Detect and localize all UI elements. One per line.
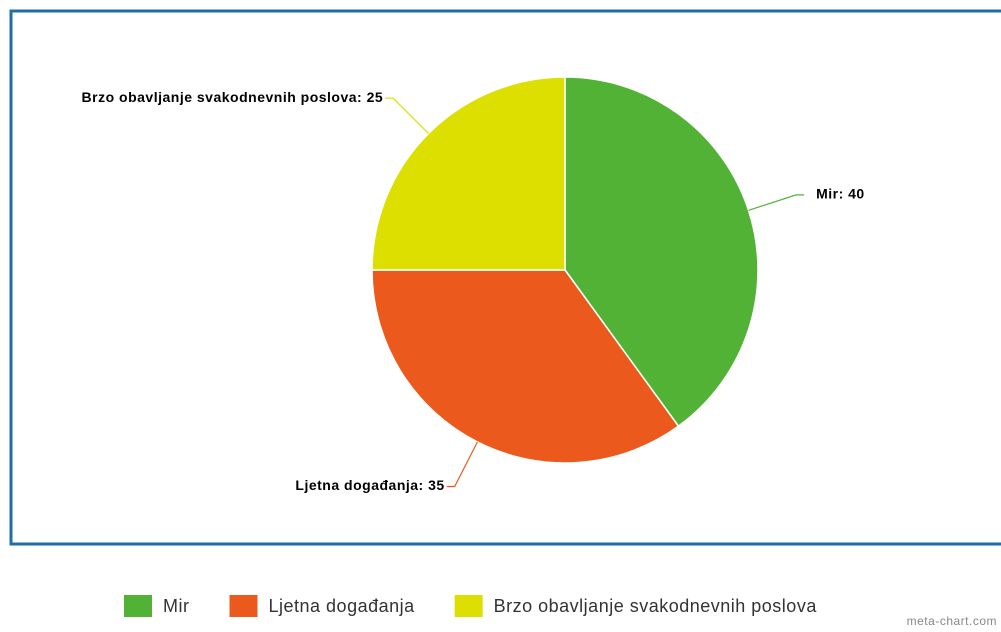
leader-line [446,441,478,488]
watermark: meta-chart.com [907,614,997,628]
legend-swatch [124,595,152,617]
legend-swatch [229,595,258,617]
legend-label: Brzo obavljanje svakodnevnih poslova [494,596,818,616]
data-label: Mir: 40 [816,186,865,202]
data-label: Brzo obavljanje svakodnevnih poslova: 25 [82,89,384,105]
leader-line [748,194,805,211]
pie-slice [371,76,566,271]
legend-label: Mir [163,596,190,616]
legend-swatch [454,595,483,617]
legend-label: Ljetna događanja [269,596,416,616]
leader-line [385,97,429,134]
data-label: Ljetna događanja: 35 [295,477,444,493]
pie-slice [371,269,680,464]
